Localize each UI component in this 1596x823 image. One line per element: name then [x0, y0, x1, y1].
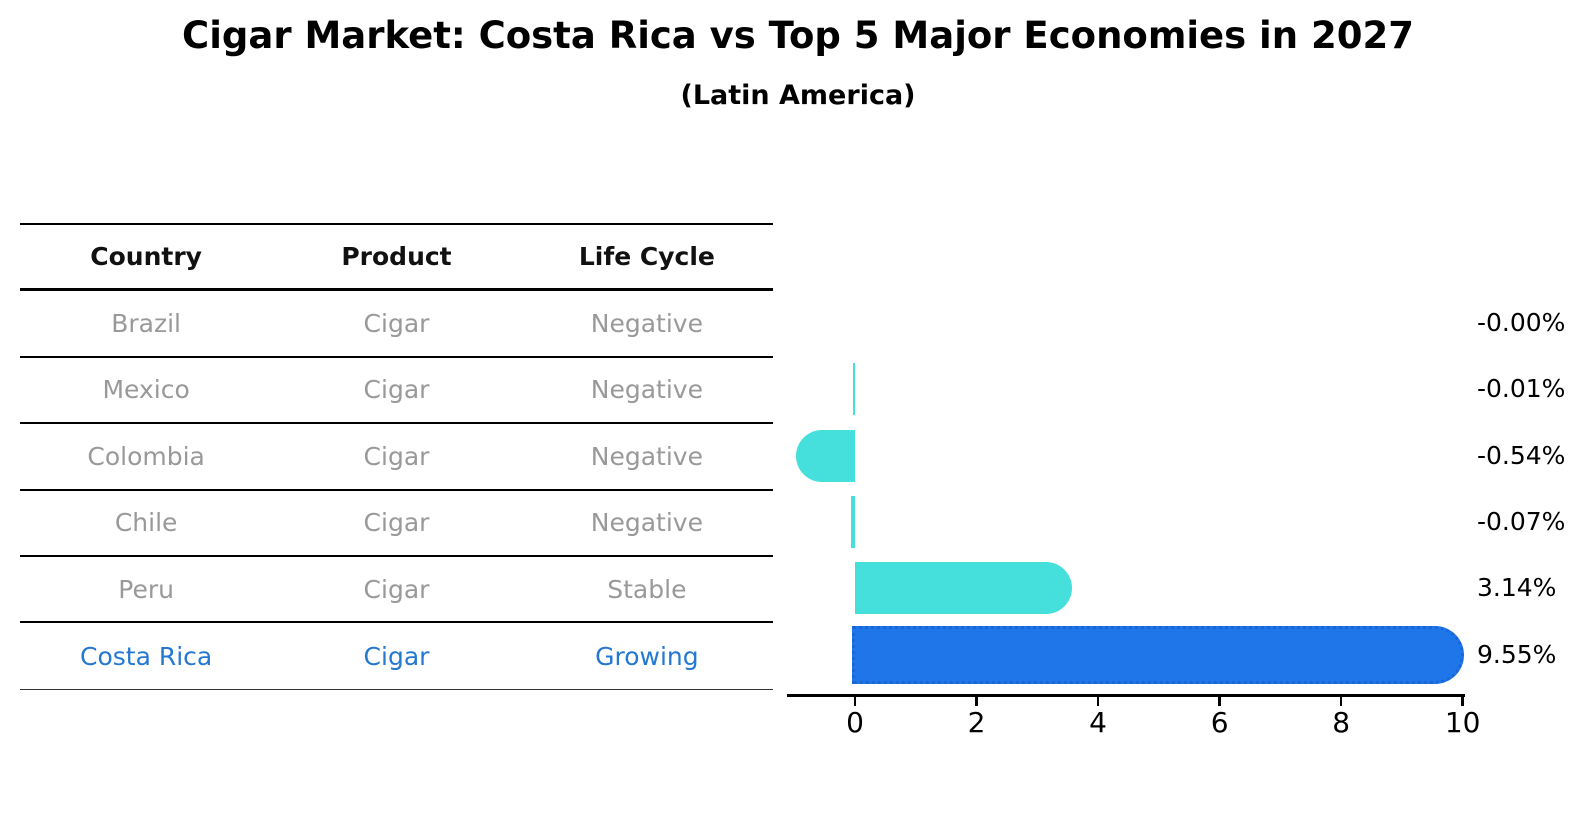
table-header-country: Country: [90, 242, 202, 272]
table-cell-country: Peru: [118, 574, 174, 604]
x-tick: [975, 697, 978, 706]
table-cell-product: Cigar: [363, 641, 430, 671]
x-tick-label: 8: [1332, 706, 1351, 739]
table-row: Costa Rica Cigar Growing: [20, 623, 773, 690]
table-cell-life-cycle: Negative: [590, 508, 703, 538]
table-cell-life-cycle: Stable: [607, 574, 687, 604]
value-label: -0.01%: [1477, 374, 1566, 404]
x-tick: [1096, 697, 1100, 706]
bar-costa-rica: [852, 625, 1465, 684]
table-cell-life-cycle: Growing: [595, 641, 699, 671]
table-cell-country: Brazil: [111, 309, 181, 339]
chart-subtitle: (Latin America): [680, 80, 916, 111]
table-row: Colombia Cigar Negative: [20, 424, 773, 491]
table-cell-country: Mexico: [102, 375, 190, 405]
table-header-life-cycle: Life Cycle: [578, 242, 715, 272]
table-cell-product: Cigar: [363, 441, 430, 471]
summary-table-body: Brazil Cigar Negative Mexico Cigar Negat…: [20, 291, 773, 690]
x-tick-label: 4: [1089, 706, 1107, 739]
table-cell-country: Costa Rica: [80, 641, 213, 671]
value-label: 3.14%: [1477, 573, 1557, 603]
bar-chile: [850, 496, 855, 548]
chart-title: Cigar Market: Costa Rica vs Top 5 Major …: [182, 14, 1414, 57]
table-row: Brazil Cigar Negative: [20, 291, 773, 358]
x-tick: [1339, 697, 1343, 706]
x-tick-label: 2: [967, 706, 986, 739]
value-label: -0.00%: [1477, 307, 1566, 337]
table-cell-life-cycle: Negative: [590, 441, 703, 471]
table-cell-product: Cigar: [363, 508, 430, 538]
table-header-row: Country Product Life Cycle: [20, 225, 773, 292]
x-tick: [853, 697, 857, 706]
table-header-product: Product: [341, 242, 452, 272]
x-tick-label: 6: [1210, 706, 1229, 739]
value-label: -0.54%: [1477, 440, 1566, 470]
table-cell-life-cycle: Negative: [590, 309, 703, 339]
bar-mexico: [852, 363, 855, 416]
table-row: Peru Cigar Stable: [20, 557, 773, 624]
table-cell-country: Colombia: [87, 441, 205, 471]
table-row: Mexico Cigar Negative: [20, 358, 773, 425]
x-tick-label: 10: [1444, 706, 1481, 739]
value-label: 9.55%: [1477, 639, 1557, 669]
x-axis: [787, 694, 1465, 697]
bar-colombia: [796, 429, 855, 482]
table-row: Chile Cigar Negative: [20, 491, 773, 557]
table-cell-product: Cigar: [363, 375, 430, 405]
x-tick: [1218, 697, 1221, 706]
x-tick-label: 0: [846, 706, 864, 739]
table-cell-country: Chile: [114, 508, 178, 538]
table-cell-life-cycle: Negative: [590, 375, 703, 405]
value-label: -0.07%: [1477, 507, 1566, 536]
x-tick: [1461, 697, 1464, 706]
table-cell-product: Cigar: [363, 574, 430, 604]
bar-peru: [855, 562, 1072, 615]
table-cell-product: Cigar: [363, 309, 430, 339]
summary-table: Country Product Life Cycle Brazil Cigar …: [20, 223, 773, 690]
